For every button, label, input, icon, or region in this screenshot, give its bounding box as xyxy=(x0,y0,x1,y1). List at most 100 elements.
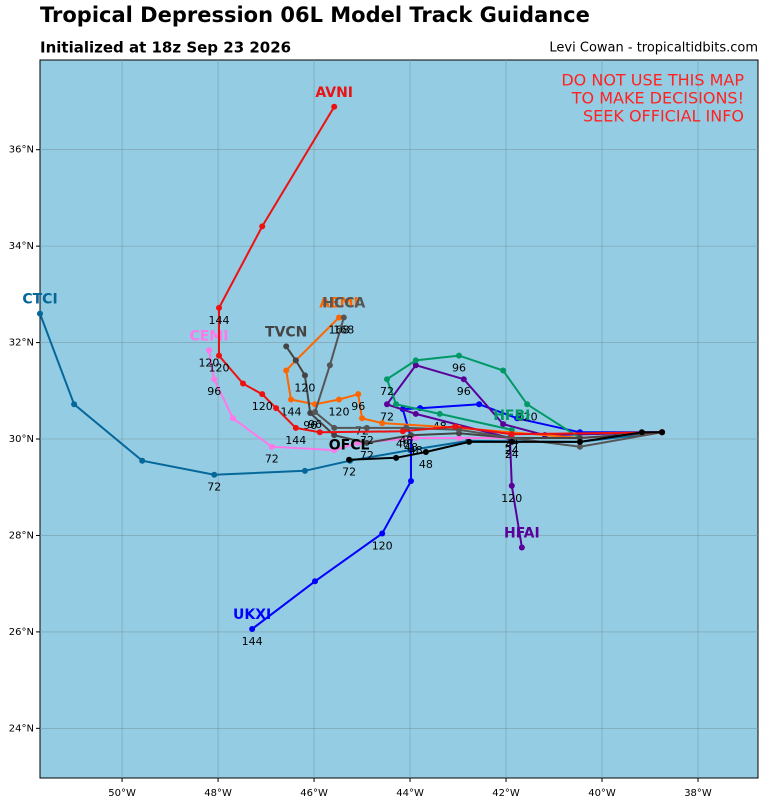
series-name: OFCL xyxy=(329,438,370,454)
warning: DO NOT USE THIS MAP xyxy=(561,71,744,90)
series-name: HFAI xyxy=(504,526,540,542)
track-point xyxy=(407,432,414,439)
x-tick-label: 50°W xyxy=(108,788,136,799)
series-name: CTCI xyxy=(22,292,57,308)
track-point xyxy=(384,376,391,383)
track-point xyxy=(412,435,419,442)
track-point xyxy=(331,103,338,110)
track-point xyxy=(211,376,218,383)
hour-label: 168 xyxy=(333,323,354,336)
hour-label: 72 xyxy=(342,466,356,479)
track-point xyxy=(379,420,386,427)
track-point xyxy=(500,367,507,374)
track-point xyxy=(452,423,459,430)
y-tick-label: 36°N xyxy=(9,145,34,156)
hour-label: 120 xyxy=(501,492,522,505)
hour-label: 144 xyxy=(285,434,306,447)
track-point xyxy=(283,367,290,374)
hour-label: 168 xyxy=(329,323,350,336)
hour-label: 72 xyxy=(207,481,221,494)
track-line xyxy=(385,354,663,440)
track-point xyxy=(259,391,266,398)
hour-label: 120 xyxy=(294,381,315,394)
hour-label: 120 xyxy=(209,362,230,375)
chart-title: Tropical Depression 06L Model Track Guid… xyxy=(40,3,590,27)
hour-label: 72 xyxy=(380,385,394,398)
y-tick-label: 32°N xyxy=(9,338,34,349)
hour-label: 24 xyxy=(505,444,519,457)
hour-label: 120 xyxy=(252,400,273,413)
track-point xyxy=(268,443,275,450)
x-tick-label: 42°W xyxy=(492,788,520,799)
track-point xyxy=(307,409,314,416)
hour-label: 120 xyxy=(329,405,350,418)
hour-label: 96 xyxy=(452,362,466,375)
track-point xyxy=(393,401,400,408)
hour-label: 120 xyxy=(372,540,393,553)
y-tick-label: 28°N xyxy=(9,530,34,541)
track-point xyxy=(407,477,414,484)
hour-label: 144 xyxy=(209,314,230,327)
track-point xyxy=(518,544,525,551)
map-area xyxy=(39,59,759,779)
track-point xyxy=(326,362,333,369)
track-point xyxy=(638,429,645,436)
track-point xyxy=(412,410,419,417)
track-point xyxy=(331,432,338,439)
track-point xyxy=(331,447,338,454)
series-name: HCCA xyxy=(322,295,365,311)
x-tick-label: 46°W xyxy=(300,788,328,799)
y-tick-label: 34°N xyxy=(9,241,34,252)
series-name: AVNI xyxy=(315,85,353,101)
track-point xyxy=(466,438,473,445)
track-point xyxy=(455,352,462,359)
x-tick-label: 44°W xyxy=(396,788,424,799)
track-line xyxy=(385,364,663,548)
track-point xyxy=(412,362,419,369)
track-point xyxy=(514,415,521,422)
hour-label: 48 xyxy=(404,441,418,454)
track-point xyxy=(216,352,223,359)
hour-label: 120 xyxy=(198,356,219,369)
track-point xyxy=(460,376,467,383)
track-point xyxy=(476,401,483,408)
y-tick-label: 24°N xyxy=(9,723,34,734)
hour-label: 96 xyxy=(351,400,365,413)
warning: SEEK OFFICIAL INFO xyxy=(583,107,744,126)
hour-label: 24 xyxy=(505,444,519,457)
series-name: CEMI xyxy=(189,328,228,344)
hour-label: 96 xyxy=(207,385,221,398)
track-point xyxy=(340,314,347,321)
hour-label: 72 xyxy=(265,453,279,466)
track-point xyxy=(508,438,515,445)
series-name: UKXI xyxy=(233,607,271,623)
track-point xyxy=(259,223,266,230)
track-point xyxy=(71,401,78,408)
hour-label: 48 xyxy=(399,434,413,447)
track-point xyxy=(455,435,462,442)
hour-label: 144 xyxy=(281,405,302,418)
track-point xyxy=(312,409,319,416)
hour-label: 144 xyxy=(242,635,263,648)
track-point xyxy=(336,396,343,403)
series-name: TVCN xyxy=(265,324,307,340)
track-point xyxy=(273,405,280,412)
track-point xyxy=(139,457,146,464)
hour-label: 24 xyxy=(505,448,519,461)
track-point xyxy=(211,471,218,478)
y-tick-label: 30°N xyxy=(9,434,34,445)
hour-label: 96 xyxy=(308,418,322,431)
track-point xyxy=(292,424,299,431)
track-point xyxy=(301,467,308,474)
track-point xyxy=(500,421,507,428)
track-point xyxy=(292,357,299,364)
track-point xyxy=(363,439,370,446)
hour-label: 96 xyxy=(303,419,317,432)
track-point xyxy=(355,391,362,398)
x-tick-label: 40°W xyxy=(588,788,616,799)
x-tick-label: 38°W xyxy=(684,788,712,799)
track-point xyxy=(363,424,370,431)
series-name: HFBI xyxy=(493,408,530,424)
